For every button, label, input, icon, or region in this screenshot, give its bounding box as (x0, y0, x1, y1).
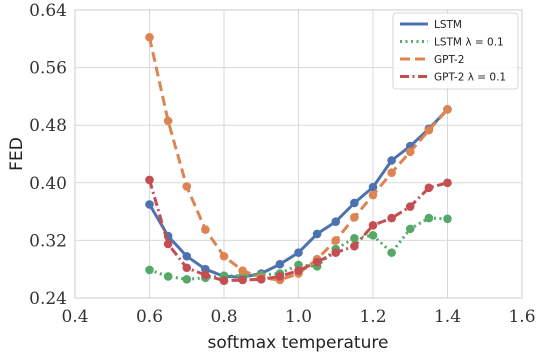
data-point (294, 248, 303, 257)
x-tick-label: 1.0 (285, 307, 312, 327)
data-point (201, 270, 210, 280)
data-point (424, 183, 434, 193)
data-point (182, 182, 192, 191)
legend: LSTM LSTM λ = 0.1 GPT-2 GPT-2 λ = 0.1 (392, 12, 519, 90)
legend-label: GPT-2 λ = 0.1 (434, 72, 506, 84)
x-tick-label: 1.2 (359, 307, 386, 327)
data-point (350, 233, 359, 243)
y-tick-label: 0.40 (29, 174, 67, 194)
tick-labels: 0.4 0.6 0.8 1.0 1.2 1.4 1.6 0.24 0.32 0.40 0.48 0.5… (29, 1, 535, 327)
legend-item: GPT-2 (400, 54, 464, 66)
legend-items: LSTM LSTM λ = 0.1 GPT-2 GPT-2 λ = 0.1 (400, 19, 506, 84)
legend-label: LSTM (434, 19, 462, 31)
x-tick-label: 1.6 (508, 307, 535, 327)
data-point (312, 257, 322, 267)
data-point (443, 178, 452, 188)
data-point (238, 266, 247, 275)
legend-item: LSTM λ = 0.1 (400, 37, 504, 49)
series-layer (145, 33, 452, 286)
data-point (145, 33, 154, 42)
data-point (145, 175, 154, 185)
data-point (368, 182, 378, 192)
series-3 (145, 175, 452, 286)
data-point (387, 168, 396, 178)
data-point (424, 125, 434, 135)
data-point (368, 220, 378, 230)
data-point (331, 217, 341, 226)
data-point (443, 105, 452, 114)
x-tick-label: 1.4 (434, 307, 461, 327)
data-point (368, 231, 378, 240)
data-point (350, 241, 359, 251)
x-axis-title: softmax temperature (208, 333, 389, 353)
data-point (294, 266, 303, 275)
y-tick-label: 0.56 (29, 59, 67, 79)
legend-label: LSTM λ = 0.1 (434, 37, 504, 49)
y-axis-title: FED (7, 137, 27, 171)
data-point (163, 116, 173, 126)
data-point (424, 213, 434, 223)
legend-box (392, 12, 519, 90)
data-point (145, 200, 154, 209)
data-point (312, 229, 322, 239)
data-point (256, 274, 266, 284)
legend-item: GPT-2 λ = 0.1 (400, 72, 506, 84)
data-point (163, 239, 173, 249)
legend-label: GPT-2 (434, 54, 464, 66)
data-point (368, 190, 378, 200)
data-point (275, 272, 285, 281)
data-point (350, 198, 359, 208)
data-point (275, 259, 285, 269)
data-point (182, 251, 192, 261)
data-point (182, 274, 192, 284)
data-point (163, 272, 173, 281)
data-point (443, 214, 452, 224)
data-point (182, 263, 192, 273)
x-tick-label: 0.8 (210, 307, 237, 327)
data-point (219, 276, 229, 286)
y-tick-label: 0.64 (29, 1, 67, 21)
data-point (405, 202, 415, 211)
y-tick-label: 0.32 (29, 231, 67, 251)
y-tick-label: 0.24 (29, 289, 67, 309)
data-point (238, 275, 247, 285)
data-point (350, 213, 359, 222)
data-point (331, 236, 341, 245)
data-point (387, 156, 396, 165)
data-point (387, 248, 396, 257)
legend-item: LSTM (400, 19, 462, 31)
x-tick-label: 0.4 (61, 307, 88, 327)
y-tick-label: 0.48 (29, 116, 67, 136)
plot-frame (74, 9, 523, 299)
x-tick-label: 0.6 (136, 307, 163, 327)
data-point (219, 251, 229, 261)
data-point (405, 224, 415, 234)
data-point (201, 225, 210, 234)
series-line (149, 216, 448, 281)
data-point (145, 265, 154, 275)
data-point (387, 213, 396, 223)
data-point (331, 248, 341, 257)
data-point (405, 147, 415, 157)
